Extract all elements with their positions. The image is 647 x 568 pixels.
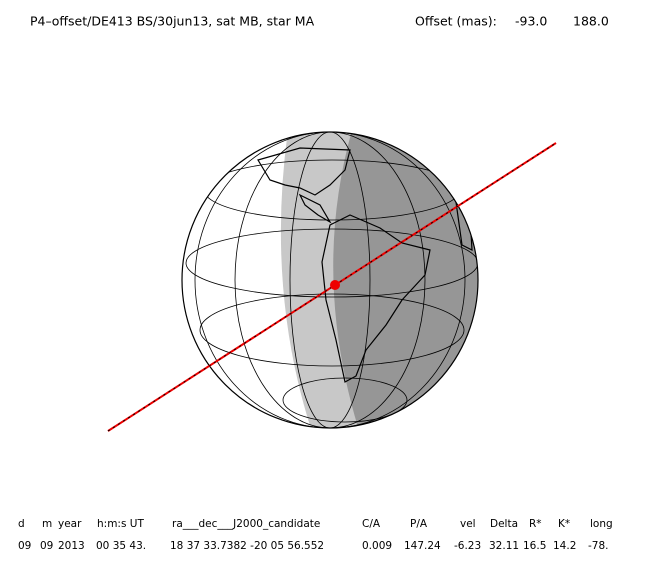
table-cell: 2013: [58, 540, 85, 552]
table-cell: 09: [40, 540, 53, 552]
offset-label: Offset (mas):: [415, 14, 497, 29]
table-cell: 00 35 43.: [96, 540, 146, 552]
offset-y: 188.0: [573, 14, 609, 29]
table-cell: -78.: [588, 540, 609, 552]
column-header: long: [590, 518, 613, 530]
column-header: C/A: [362, 518, 381, 530]
column-header: R*: [529, 518, 542, 530]
offset-x: -93.0: [515, 14, 547, 29]
column-header: ra___dec___J2000_candidate: [172, 518, 320, 530]
table-cell: 09: [18, 540, 31, 552]
table-cell: 14.2: [553, 540, 576, 552]
table-cell: 32.11: [489, 540, 519, 552]
table-cell: 16.5: [523, 540, 546, 552]
closest-approach: [330, 280, 340, 290]
column-header: vel: [460, 518, 476, 530]
column-header: P/A: [410, 518, 428, 530]
globe: [181, 131, 479, 429]
column-header: Delta: [490, 518, 518, 530]
column-header: K*: [558, 518, 570, 530]
table-cell: 0.009: [362, 540, 392, 552]
table-cell: 147.24: [404, 540, 441, 552]
column-header: d: [18, 518, 25, 530]
column-header: h:m:s UT: [97, 518, 144, 530]
table-cell: 18 37 33.7382 -20 05 56.552: [170, 540, 324, 552]
title: P4–offset/DE413 BS/30jun13, sat MB, star…: [30, 14, 315, 29]
column-header: m: [42, 518, 52, 530]
table-cell: -6.23: [454, 540, 481, 552]
column-header: year: [58, 518, 82, 530]
